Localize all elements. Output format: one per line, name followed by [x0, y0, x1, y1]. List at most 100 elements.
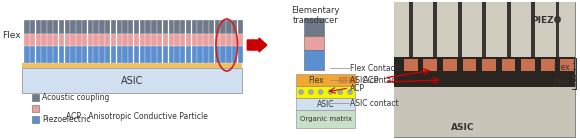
Bar [42, 46, 47, 63]
Bar [174, 34, 180, 46]
Bar [394, 2, 575, 137]
Bar [128, 34, 133, 46]
Bar [122, 46, 128, 63]
Bar [88, 20, 93, 34]
Bar [146, 46, 151, 63]
Bar [42, 20, 47, 34]
Bar [394, 57, 575, 87]
Bar [70, 20, 76, 34]
Bar [105, 46, 110, 63]
Bar [93, 20, 99, 34]
Bar [76, 34, 82, 46]
Bar [99, 34, 104, 46]
Bar [42, 34, 47, 46]
Bar [443, 59, 456, 71]
Bar [47, 20, 53, 34]
Bar [134, 34, 139, 46]
Bar [151, 34, 157, 46]
Text: Acoustic coupling: Acoustic coupling [42, 93, 109, 102]
Bar [151, 46, 157, 63]
Bar [36, 20, 41, 34]
Bar [22, 68, 242, 93]
Bar [296, 110, 355, 128]
Text: ASIC: ASIC [121, 75, 143, 85]
Bar [304, 18, 324, 36]
Bar [163, 20, 168, 34]
Bar [458, 2, 462, 57]
Bar [482, 59, 496, 71]
Bar [117, 46, 122, 63]
Bar [64, 34, 70, 46]
Bar [24, 46, 30, 63]
Bar [180, 34, 186, 46]
Text: PIEZO: PIEZO [531, 16, 561, 24]
Bar [64, 46, 70, 63]
Bar [128, 20, 133, 34]
Bar [157, 34, 162, 46]
Text: Organic matrix: Organic matrix [299, 116, 351, 122]
Bar [560, 59, 574, 71]
Bar [157, 46, 162, 63]
Bar [541, 59, 554, 71]
Bar [163, 46, 168, 63]
Bar [174, 20, 180, 34]
Bar [88, 46, 93, 63]
Bar [174, 46, 180, 63]
Bar [122, 34, 128, 46]
Bar [140, 34, 145, 46]
Text: Flex: Flex [308, 75, 324, 85]
Bar [220, 34, 226, 46]
Bar [482, 2, 486, 57]
Bar [226, 34, 231, 46]
Bar [36, 34, 41, 46]
Bar [191, 34, 197, 46]
Bar [146, 20, 151, 34]
Bar [339, 77, 347, 83]
Bar [197, 20, 203, 34]
Bar [220, 20, 226, 34]
Bar [394, 87, 575, 137]
Bar [99, 20, 104, 34]
Bar [76, 46, 82, 63]
Text: ASIC contact: ASIC contact [350, 99, 398, 107]
Bar [394, 2, 575, 57]
Bar [169, 46, 174, 63]
Bar [82, 20, 87, 34]
Circle shape [347, 90, 353, 95]
Bar [24, 20, 30, 34]
Circle shape [338, 90, 343, 95]
Bar [117, 34, 122, 46]
Bar [180, 20, 186, 34]
Bar [209, 34, 214, 46]
Circle shape [328, 90, 333, 95]
Bar [32, 105, 39, 112]
Bar [59, 20, 64, 34]
Bar [521, 59, 535, 71]
Bar [203, 34, 209, 46]
Bar [197, 34, 203, 46]
Bar [47, 34, 53, 46]
Bar [30, 46, 35, 63]
Bar [556, 2, 560, 57]
Bar [226, 20, 231, 34]
Text: ASIC: ASIC [317, 100, 334, 109]
Bar [157, 20, 162, 34]
Bar [296, 86, 355, 98]
Bar [226, 46, 231, 63]
Bar [215, 20, 220, 34]
Bar [64, 20, 70, 34]
Bar [203, 46, 209, 63]
Bar [30, 34, 35, 46]
Bar [409, 2, 412, 57]
Bar [180, 46, 186, 63]
Bar [105, 34, 110, 46]
Bar [215, 34, 220, 46]
Bar [238, 20, 243, 34]
Bar [111, 34, 116, 46]
Bar [53, 34, 59, 46]
Text: ACP: ACP [350, 84, 365, 92]
Text: ACP : Anisotropic Conductive Particle: ACP : Anisotropic Conductive Particle [66, 111, 208, 121]
Bar [134, 46, 139, 63]
Bar [140, 46, 145, 63]
Text: Flex: Flex [2, 30, 20, 39]
